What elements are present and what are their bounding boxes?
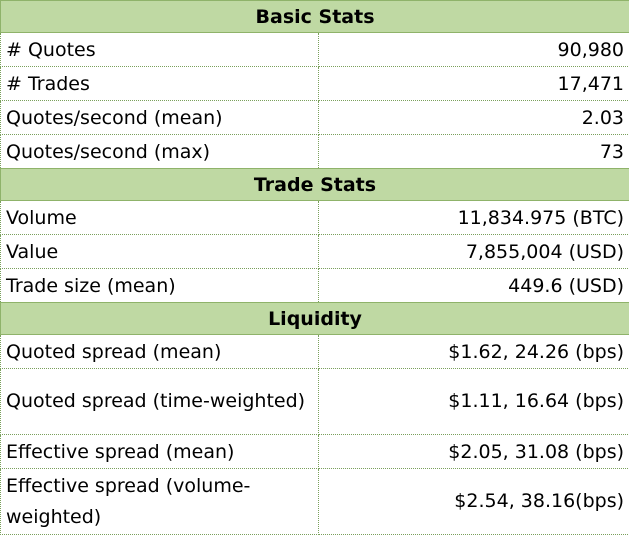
row-value: $2.05, 31.08 (bps)	[317, 434, 629, 469]
row-label: Quotes/second (mean)	[0, 100, 319, 135]
row-value: 449.6 (USD)	[317, 268, 629, 303]
row-label: Effective spread (volume-weighted)	[0, 468, 319, 535]
row-label: Trade size (mean)	[0, 268, 319, 303]
table-row: Quotes/second (max) 73	[0, 134, 629, 169]
table-row: Quoted spread (mean) $1.62, 24.26 (bps)	[0, 334, 629, 369]
table-row: Quotes/second (mean) 2.03	[0, 100, 629, 135]
row-value: $1.62, 24.26 (bps)	[317, 334, 629, 369]
table-row: Volume 11,834.975 (BTC)	[0, 200, 629, 235]
row-label: Quoted spread (mean)	[0, 334, 319, 369]
row-value: $2.54, 38.16(bps)	[317, 468, 629, 535]
table-row: Quoted spread (time-weighted) $1.11, 16.…	[0, 368, 629, 435]
row-value: 11,834.975 (BTC)	[317, 200, 629, 235]
row-value: 90,980	[317, 32, 629, 67]
row-label: Effective spread (mean)	[0, 434, 319, 469]
row-label: # Trades	[0, 66, 319, 101]
row-value: 17,471	[317, 66, 629, 101]
row-value: $1.11, 16.64 (bps)	[317, 368, 629, 435]
row-label: Quoted spread (time-weighted)	[0, 368, 319, 435]
table-row: Effective spread (mean) $2.05, 31.08 (bp…	[0, 434, 629, 469]
section-title: Basic Stats	[0, 0, 629, 33]
section-title: Trade Stats	[0, 168, 629, 201]
section-header-basic-stats: Basic Stats	[0, 0, 629, 33]
row-label: Value	[0, 234, 319, 269]
table-row: # Quotes 90,980	[0, 32, 629, 67]
table-row: # Trades 17,471	[0, 66, 629, 101]
row-value: 73	[317, 134, 629, 169]
row-label: Quotes/second (max)	[0, 134, 319, 169]
row-value: 7,855,004 (USD)	[317, 234, 629, 269]
row-label: Volume	[0, 200, 319, 235]
table-row: Effective spread (volume-weighted) $2.54…	[0, 468, 629, 535]
row-label: # Quotes	[0, 32, 319, 67]
section-header-trade-stats: Trade Stats	[0, 168, 629, 201]
table-row: Trade size (mean) 449.6 (USD)	[0, 268, 629, 303]
section-title: Liquidity	[0, 302, 629, 335]
row-value: 2.03	[317, 100, 629, 135]
section-header-liquidity: Liquidity	[0, 302, 629, 335]
table-row: Value 7,855,004 (USD)	[0, 234, 629, 269]
